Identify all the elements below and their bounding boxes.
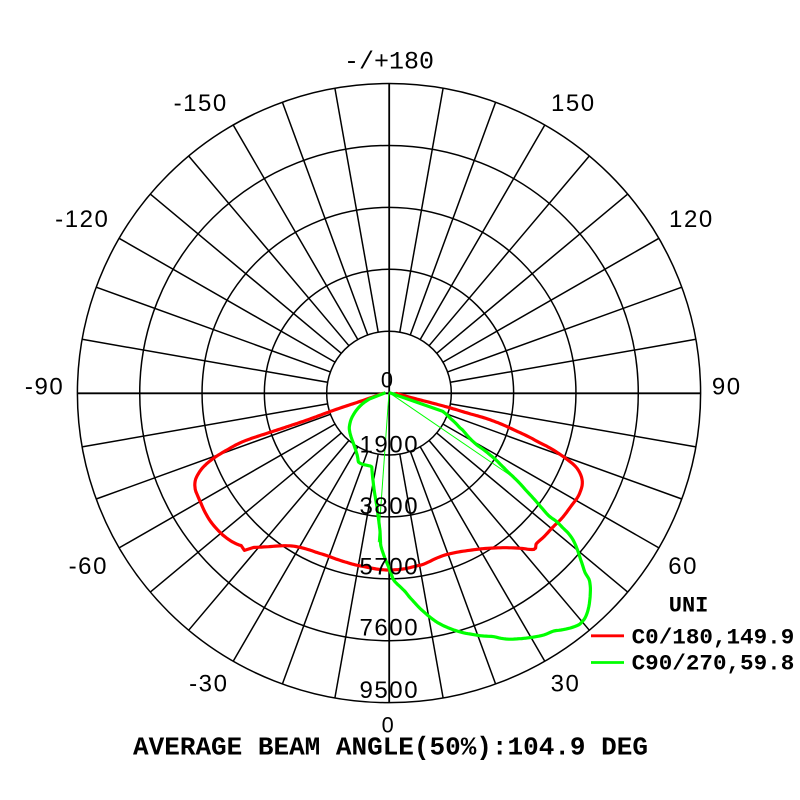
svg-text:30: 30 [551, 670, 581, 697]
svg-text:C0/180,149.9: C0/180,149.9 [632, 624, 795, 650]
svg-text:-/+180: -/+180 [344, 48, 434, 77]
svg-text:3800: 3800 [360, 493, 420, 520]
svg-text:60: 60 [668, 553, 698, 580]
svg-text:120: 120 [669, 206, 714, 233]
svg-text:-60: -60 [69, 553, 108, 580]
svg-text:AVERAGE BEAM ANGLE(50%):104.9: AVERAGE BEAM ANGLE(50%):104.9 DEG [133, 732, 648, 762]
svg-text:90: 90 [712, 373, 742, 400]
svg-text:9500: 9500 [360, 677, 420, 704]
svg-text:-30: -30 [189, 670, 228, 697]
svg-text:1900: 1900 [360, 431, 420, 458]
svg-text:5700: 5700 [360, 553, 420, 580]
svg-text:C90/270,59.8: C90/270,59.8 [632, 650, 795, 676]
svg-text:0: 0 [382, 713, 394, 738]
svg-text:UNI: UNI [669, 594, 709, 619]
svg-text:-120: -120 [55, 206, 109, 233]
svg-text:0: 0 [381, 367, 393, 392]
svg-text:-90: -90 [25, 373, 64, 400]
svg-text:7600: 7600 [360, 615, 420, 642]
svg-text:-150: -150 [174, 90, 228, 117]
svg-text:150: 150 [551, 90, 596, 117]
